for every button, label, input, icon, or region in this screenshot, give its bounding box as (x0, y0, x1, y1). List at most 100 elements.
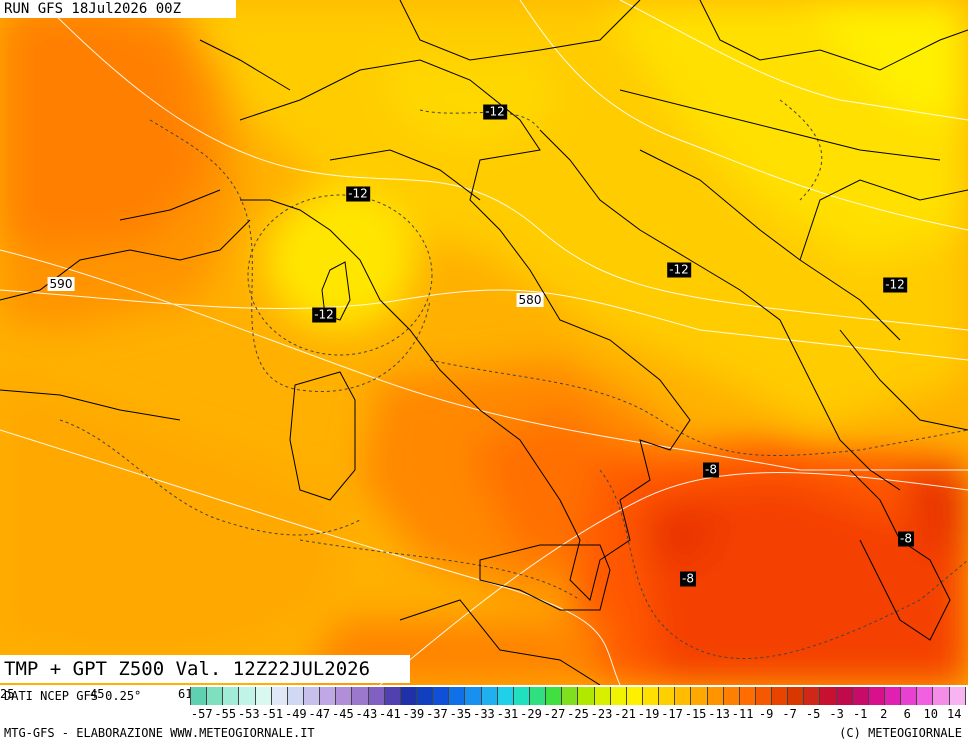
legend-swatch (271, 687, 288, 705)
legend-swatch (223, 687, 240, 705)
legend-swatch (610, 687, 627, 705)
legend-swatch (723, 687, 740, 705)
legend-tick-label: -47 (308, 707, 331, 721)
legend-tick-label: 2 (880, 707, 888, 721)
footer-copyright: (C) METEOGIORNALE (839, 726, 962, 740)
legend-tick-label: -9 (758, 707, 774, 721)
legend-tick-label: -21 (614, 707, 636, 721)
legend-swatch (933, 687, 950, 705)
temperature-field (0, 0, 968, 685)
legend-swatch (400, 687, 417, 705)
legend-tick-label: 10 (923, 707, 938, 721)
legend-swatch (594, 687, 611, 705)
run-label: RUN GFS 18Jul2026 00Z (0, 0, 236, 18)
legend-swatch (691, 687, 708, 705)
legend-tick-label: -5 (805, 707, 821, 721)
legend-swatch (836, 687, 853, 705)
legend-tick-label: -55 (214, 707, 237, 721)
data-credit: DATI NCEP GFS 0.25° (4, 689, 142, 703)
legend-swatch (497, 687, 514, 705)
legend-tick-label: -23 (590, 707, 613, 721)
isotherms (59, 99, 968, 659)
legend-swatch (642, 687, 660, 705)
legend-tick-label: -35 (449, 707, 472, 721)
legend-swatch (755, 687, 773, 705)
legend-swatch (481, 687, 498, 705)
legend-swatch (772, 687, 789, 705)
legend-swatch (852, 687, 869, 705)
legend-swatch (352, 687, 369, 705)
temperature-label: -12 (346, 186, 370, 202)
legend-swatch (578, 687, 595, 705)
legend-swatch (465, 687, 482, 705)
legend-swatch (384, 687, 401, 705)
legend-tick-label: -33 (473, 707, 495, 721)
legend-swatch (546, 687, 563, 705)
legend-swatch (562, 687, 579, 705)
legend-swatch (239, 687, 256, 705)
legend-swatch (901, 687, 918, 705)
legend-tick-label: -17 (661, 707, 683, 721)
legend-tick-label: -53 (237, 707, 260, 721)
legend-tick-label: -7 (782, 707, 797, 721)
legend-swatch (788, 687, 805, 705)
legend-tick-label: -49 (284, 707, 307, 721)
legend-swatch (949, 687, 966, 705)
legend-swatch (885, 687, 902, 705)
legend-swatch (207, 687, 224, 705)
coastlines-and-borders (0, 0, 968, 685)
truncated-label-left: 25 (0, 687, 15, 701)
legend-swatch (303, 687, 321, 705)
legend-tick-label: -27 (543, 707, 566, 721)
temperature-label: -8 (898, 531, 914, 547)
truncated-label-mid: 45 (90, 687, 105, 701)
temperature-label: -12 (312, 307, 336, 323)
geopotential-label: 580 (516, 293, 544, 307)
legend-tick-label: -25 (567, 707, 589, 721)
footer-credit: MTG-GFS - ELABORAZIONE WWW.METEOGIORNALE… (4, 726, 315, 740)
legend-swatch (659, 687, 676, 705)
legend-swatch (917, 687, 934, 705)
legend-tick-label: -31 (496, 707, 519, 721)
legend-tick-label: -11 (731, 707, 754, 721)
legend-swatch (416, 687, 434, 705)
legend-tick-label: -41 (379, 707, 401, 721)
map-title: TMP + GPT Z500 Val. 12Z22JUL2026 (0, 655, 410, 683)
geopotential-label: 590 (47, 277, 75, 291)
legend-tick-label: 14 (947, 707, 962, 721)
legend-swatch (675, 687, 692, 705)
legend-swatch (820, 687, 837, 705)
legend-tick-label: -37 (426, 707, 448, 721)
legend-swatch (368, 687, 385, 705)
legend-swatch (287, 687, 304, 705)
legend-tick-label: -51 (261, 707, 284, 721)
legend-swatch (255, 687, 272, 705)
color-legend-bar (190, 687, 966, 705)
legend-tick-label: -3 (829, 707, 844, 721)
legend-tick-label: -13 (708, 707, 730, 721)
temperature-label: -12 (667, 262, 691, 278)
legend-tick-label: 6 (903, 707, 911, 721)
temperature-label: -8 (703, 462, 719, 478)
legend-swatch (449, 687, 466, 705)
legend-swatch (739, 687, 756, 705)
color-legend-ticks: -57 -55 -53 -51 -49 -47 -45 -43 -41 -39 -37 -35 -33-… (190, 707, 966, 723)
temperature-label: -8 (680, 571, 696, 587)
legend-swatch (513, 687, 530, 705)
legend-swatch (804, 687, 821, 705)
temperature-label: -12 (883, 277, 907, 293)
weather-map (0, 0, 968, 685)
legend-tick-label: -43 (355, 707, 378, 721)
legend-tick-label: -1 (852, 707, 868, 721)
legend-tick-label: -57 (190, 707, 213, 721)
legend-tick-label: -19 (637, 707, 660, 721)
legend-tick-label: -45 (332, 707, 354, 721)
legend-swatch (626, 687, 643, 705)
legend-swatch (707, 687, 724, 705)
legend-swatch (190, 687, 208, 705)
geopotential-isolines (0, 0, 968, 685)
legend-tick-label: -29 (520, 707, 542, 721)
legend-swatch (529, 687, 547, 705)
legend-tick-label: -39 (402, 707, 425, 721)
legend-swatch (433, 687, 450, 705)
